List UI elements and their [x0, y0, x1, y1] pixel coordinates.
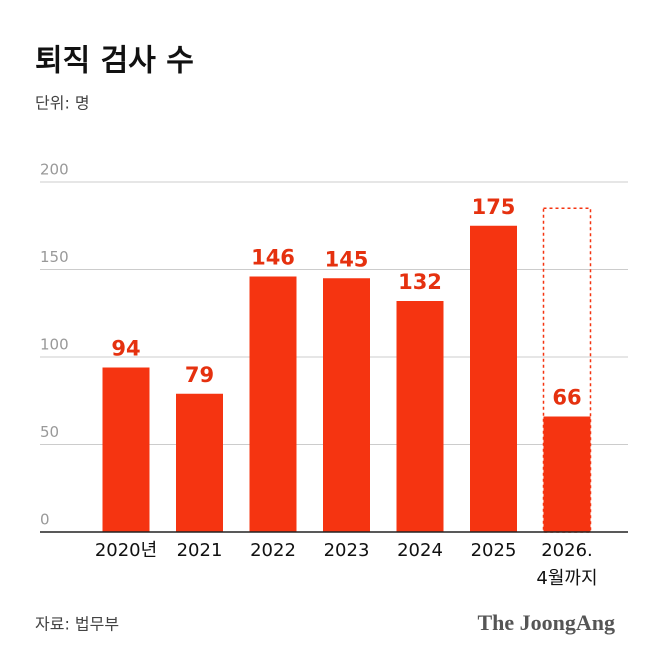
x-tick-label: 2024	[397, 540, 443, 561]
x-tick-label: 2025	[471, 540, 517, 561]
x-tick-label: 2026. 4월까지	[536, 540, 597, 589]
x-tick-label: 2023	[324, 540, 370, 561]
bar	[323, 278, 370, 532]
value-label: 132	[398, 270, 442, 294]
y-tick-label: 200	[40, 161, 69, 179]
bar	[470, 225, 517, 532]
brand: The JoongAng	[477, 610, 615, 635]
value-label: 94	[111, 337, 140, 361]
y-tick-label: 0	[40, 511, 50, 529]
value-label: 175	[472, 195, 516, 219]
value-label: 146	[251, 246, 295, 270]
bar	[176, 393, 223, 532]
y-tick-label: 150	[40, 248, 69, 266]
chart-subtitle: 단위: 명	[35, 94, 90, 113]
y-tick-label: 100	[40, 336, 69, 354]
value-label: 66	[552, 386, 581, 410]
y-tick-label: 50	[40, 423, 59, 441]
x-tick-label: 2020년	[95, 540, 157, 561]
value-label: 145	[325, 247, 369, 271]
chart-title: 퇴직 검사 수	[35, 44, 194, 79]
bar	[543, 416, 591, 532]
value-label: 79	[185, 363, 214, 387]
bar	[249, 276, 297, 532]
x-tick-label: 2022	[250, 540, 296, 561]
source: 자료: 법무부	[35, 615, 119, 634]
bar	[396, 301, 444, 532]
x-tick-label: 2021	[177, 540, 223, 561]
bar	[102, 367, 150, 532]
